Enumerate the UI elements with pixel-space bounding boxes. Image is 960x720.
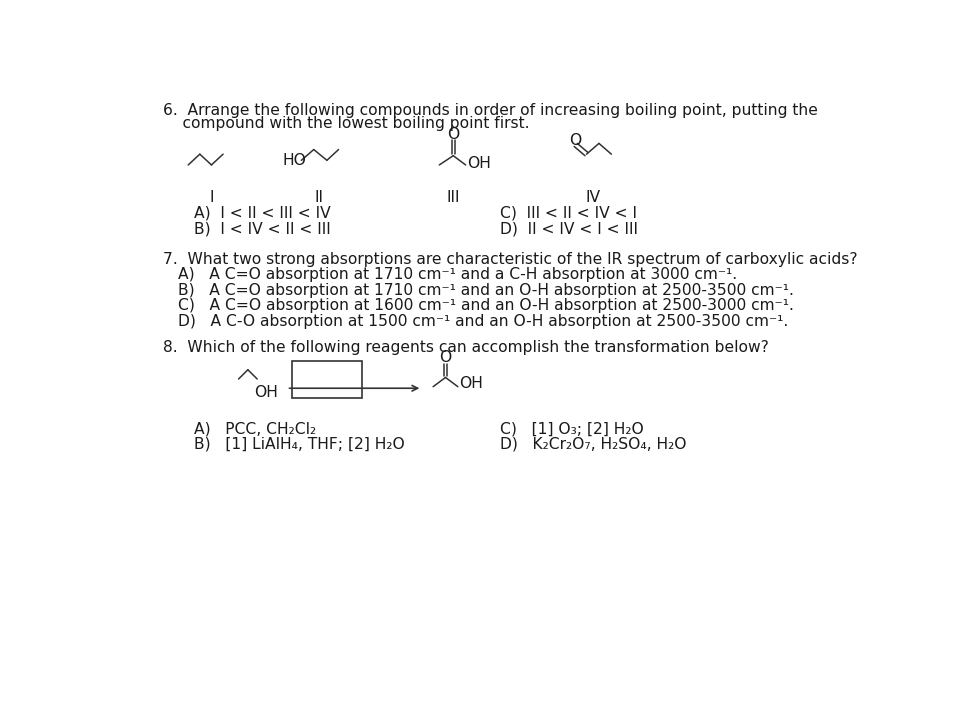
Text: O: O bbox=[440, 350, 451, 365]
Text: B)   [1] LiAlH₄, THF; [2] H₂O: B) [1] LiAlH₄, THF; [2] H₂O bbox=[194, 437, 404, 451]
Text: O: O bbox=[569, 132, 582, 148]
Text: A)  I < II < III < IV: A) I < II < III < IV bbox=[194, 206, 330, 221]
Text: A)   PCC, CH₂Cl₂: A) PCC, CH₂Cl₂ bbox=[194, 421, 316, 436]
Text: 6.  Arrange the following compounds in order of increasing boiling point, puttin: 6. Arrange the following compounds in or… bbox=[162, 104, 818, 118]
Text: B)  I < IV < II < III: B) I < IV < II < III bbox=[194, 221, 330, 236]
Text: II: II bbox=[315, 190, 324, 205]
Text: C)   A C=O absorption at 1600 cm⁻¹ and an O-H absorption at 2500-3000 cm⁻¹.: C) A C=O absorption at 1600 cm⁻¹ and an … bbox=[179, 298, 794, 313]
Text: 8.  Which of the following reagents can accomplish the transformation below?: 8. Which of the following reagents can a… bbox=[162, 341, 769, 356]
Text: A)   A C=O absorption at 1710 cm⁻¹ and a C-H absorption at 3000 cm⁻¹.: A) A C=O absorption at 1710 cm⁻¹ and a C… bbox=[179, 267, 737, 282]
Text: B)   A C=O absorption at 1710 cm⁻¹ and an O-H absorption at 2500-3500 cm⁻¹.: B) A C=O absorption at 1710 cm⁻¹ and an … bbox=[179, 283, 794, 298]
Bar bbox=[292, 361, 362, 398]
Text: D)   A C-O absorption at 1500 cm⁻¹ and an O-H absorption at 2500-3500 cm⁻¹.: D) A C-O absorption at 1500 cm⁻¹ and an … bbox=[179, 313, 788, 328]
Text: D)  II < IV < I < III: D) II < IV < I < III bbox=[500, 221, 637, 236]
Text: C)  III < II < IV < I: C) III < II < IV < I bbox=[500, 206, 636, 221]
Text: I: I bbox=[209, 190, 214, 205]
Text: D)   K₂Cr₂O₇, H₂SO₄, H₂O: D) K₂Cr₂O₇, H₂SO₄, H₂O bbox=[500, 437, 686, 451]
Text: OH: OH bbox=[254, 385, 278, 400]
Text: OH: OH bbox=[468, 156, 492, 171]
Text: IV: IV bbox=[586, 190, 600, 205]
Text: III: III bbox=[446, 190, 460, 205]
Text: C)   [1] O₃; [2] H₂O: C) [1] O₃; [2] H₂O bbox=[500, 421, 643, 436]
Text: 7.  What two strong absorptions are characteristic of the IR spectrum of carboxy: 7. What two strong absorptions are chara… bbox=[162, 252, 857, 267]
Text: OH: OH bbox=[460, 376, 483, 391]
Text: compound with the lowest boiling point first.: compound with the lowest boiling point f… bbox=[162, 116, 529, 130]
Text: HO: HO bbox=[283, 153, 306, 168]
Text: O: O bbox=[447, 127, 460, 142]
